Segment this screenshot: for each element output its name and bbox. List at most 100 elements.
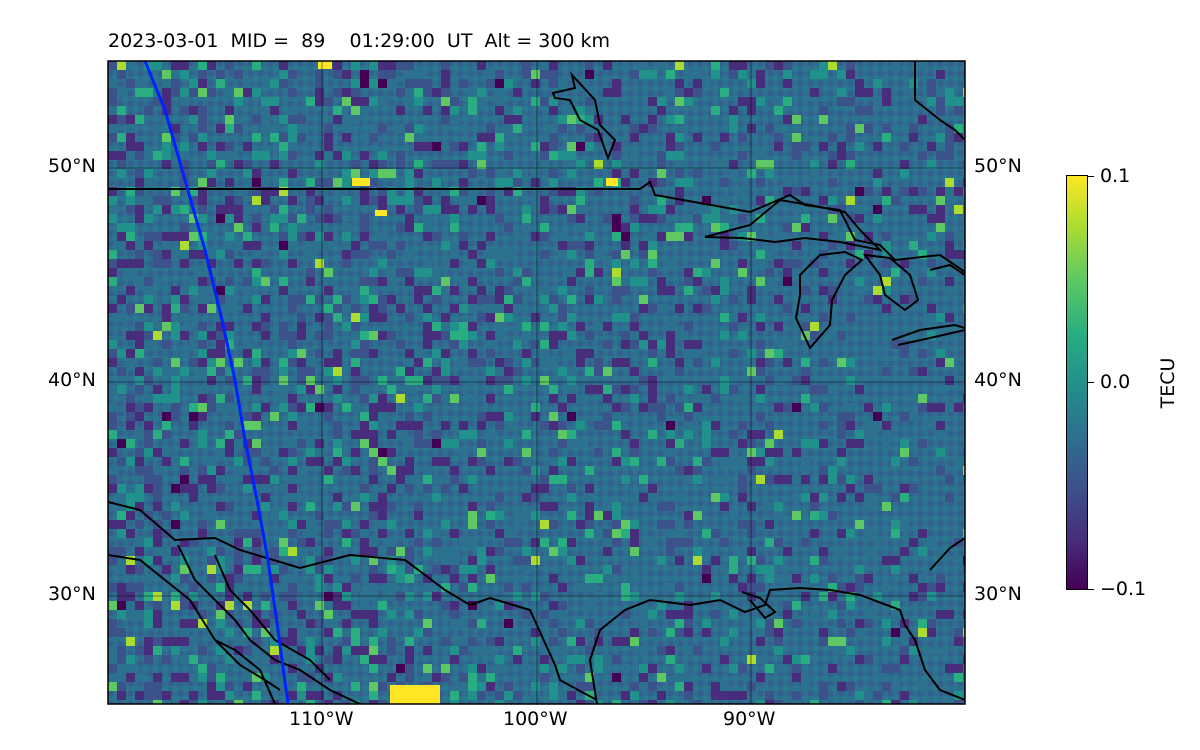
tec-cell	[531, 637, 540, 646]
tec-cell	[423, 322, 432, 331]
tec-cell	[945, 133, 954, 142]
tec-cell	[378, 628, 387, 637]
tec-cell	[351, 79, 360, 88]
tec-cell	[351, 313, 360, 322]
tec-cell	[135, 367, 144, 376]
tec-cell	[288, 214, 297, 223]
tec-cell	[207, 61, 216, 70]
tec-cell	[216, 79, 225, 88]
tec-cell	[351, 493, 360, 502]
tec-cell	[108, 484, 117, 493]
tec-cell	[387, 403, 396, 412]
tec-cell	[441, 97, 450, 106]
tec-cell	[216, 619, 225, 628]
tec-cell	[873, 295, 882, 304]
tec-cell	[612, 151, 621, 160]
tec-cell	[333, 547, 342, 556]
tec-cell	[513, 655, 522, 664]
tec-cell	[666, 457, 675, 466]
tec-cell	[225, 232, 234, 241]
tec-cell	[666, 430, 675, 439]
tec-cell	[135, 349, 144, 358]
tec-cell	[621, 385, 630, 394]
tec-cell	[108, 556, 117, 565]
tec-cell	[756, 277, 765, 286]
tec-cell	[891, 268, 900, 277]
tec-cell	[207, 286, 216, 295]
tec-cell	[819, 628, 828, 637]
tec-cell	[666, 142, 675, 151]
tec-cell	[621, 250, 630, 259]
tec-cell	[378, 187, 387, 196]
tec-cell	[693, 133, 702, 142]
tec-cell	[486, 502, 495, 511]
tec-cell	[477, 457, 486, 466]
tec-cell	[639, 475, 648, 484]
tec-cell	[477, 151, 486, 160]
tec-cell	[504, 682, 513, 691]
tec-cell	[270, 475, 279, 484]
tec-cell	[585, 520, 594, 529]
tec-cell	[459, 232, 468, 241]
tec-cell	[747, 448, 756, 457]
tec-cell	[342, 583, 351, 592]
tec-cell	[783, 79, 792, 88]
tec-cell	[225, 304, 234, 313]
tec-cell	[342, 223, 351, 232]
tec-cell	[225, 205, 234, 214]
tec-cell	[297, 376, 306, 385]
tec-cell	[207, 376, 216, 385]
tec-cell	[585, 484, 594, 493]
tec-cell	[162, 133, 171, 142]
tec-cell	[423, 592, 432, 601]
tec-cell	[774, 538, 783, 547]
tec-cell	[837, 475, 846, 484]
tec-cell	[882, 241, 891, 250]
tec-cell	[711, 214, 720, 223]
tec-cell	[522, 61, 531, 70]
tec-cell	[549, 466, 558, 475]
tec-cell	[378, 151, 387, 160]
tec-cell	[585, 124, 594, 133]
tec-cell	[774, 376, 783, 385]
tec-cell	[261, 367, 270, 376]
tec-cell	[693, 457, 702, 466]
tec-cell	[756, 655, 765, 664]
tec-cell	[261, 223, 270, 232]
tec-cell	[135, 466, 144, 475]
tec-cell	[315, 97, 324, 106]
tec-cell	[126, 133, 135, 142]
tec-cell	[189, 700, 198, 704]
tec-cell	[450, 529, 459, 538]
tec-cell	[234, 196, 243, 205]
tec-cell	[108, 421, 117, 430]
tec-cell	[567, 295, 576, 304]
tec-cell	[882, 124, 891, 133]
tec-cell	[180, 367, 189, 376]
tec-cell	[837, 457, 846, 466]
tec-cell	[594, 322, 603, 331]
tec-cell	[630, 70, 639, 79]
tec-cell	[567, 115, 576, 124]
tec-cell	[288, 394, 297, 403]
tec-cell	[279, 637, 288, 646]
tec-cell	[342, 322, 351, 331]
tec-cell	[243, 232, 252, 241]
tec-cell	[126, 187, 135, 196]
tec-cell	[351, 160, 360, 169]
tec-cell	[612, 259, 621, 268]
tec-cell	[954, 628, 963, 637]
tec-cell	[288, 493, 297, 502]
tec-cell	[405, 421, 414, 430]
tec-cell	[936, 187, 945, 196]
tec-cell	[405, 412, 414, 421]
tec-cell	[306, 241, 315, 250]
tec-cell	[171, 394, 180, 403]
tec-cell	[342, 178, 351, 187]
tec-cell	[369, 637, 378, 646]
tec-cell	[333, 106, 342, 115]
tec-cell	[963, 394, 965, 403]
tec-cell	[927, 214, 936, 223]
tec-cell	[612, 502, 621, 511]
tec-cell	[747, 655, 756, 664]
